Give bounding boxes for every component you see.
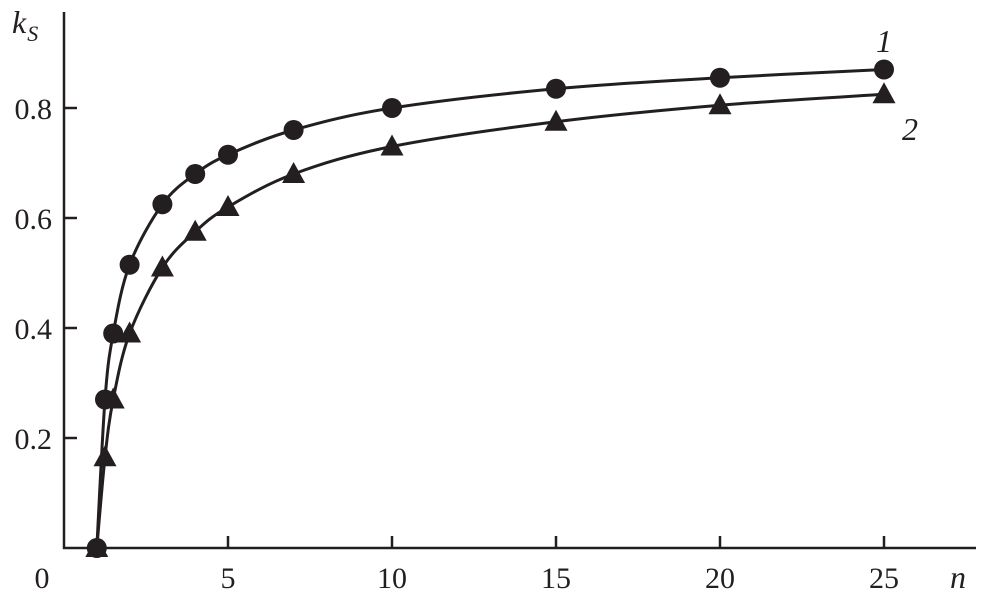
series-2-point	[85, 536, 109, 557]
series-1-point	[103, 323, 124, 344]
series-2-point	[872, 82, 896, 104]
x-tick-label: 20	[705, 562, 735, 595]
series-2-point	[118, 321, 142, 343]
series-2-point	[183, 219, 207, 241]
series-1-point	[382, 98, 402, 118]
series-2-point	[282, 162, 306, 183]
x-tick-label: 0	[35, 562, 50, 595]
y-tick-label: 0.8	[15, 93, 53, 126]
series-1-point	[874, 59, 894, 80]
x-tick-label: 25	[869, 562, 899, 595]
series-1-point	[283, 120, 304, 140]
x-axis-label: n	[950, 559, 966, 595]
series-1-point	[185, 164, 206, 184]
y-tick-label: 0.6	[15, 203, 53, 236]
series-2-point	[93, 445, 117, 467]
series-2-point	[708, 93, 732, 115]
x-tick-label: 15	[541, 562, 571, 595]
y-tick-label: 0.4	[15, 313, 53, 346]
series-2-point	[101, 387, 125, 409]
series-label-2: 2	[902, 111, 918, 147]
series-2-point	[216, 195, 240, 216]
series-1-point	[218, 144, 238, 165]
series-1-point	[546, 78, 566, 99]
y-tick-label: 0.2	[15, 423, 53, 456]
series-1-point	[119, 254, 140, 275]
series-2-point	[544, 109, 568, 131]
series-2-point	[150, 255, 174, 277]
x-tick-label: 5	[221, 562, 236, 595]
series-1-point	[152, 194, 173, 215]
y-axis-label: kS	[12, 4, 38, 46]
series-label-1: 1	[876, 23, 892, 59]
series-1-line	[95, 68, 885, 549]
series-2-point	[380, 134, 404, 156]
series-1-point	[710, 67, 730, 88]
x-tick-label: 10	[377, 562, 407, 595]
